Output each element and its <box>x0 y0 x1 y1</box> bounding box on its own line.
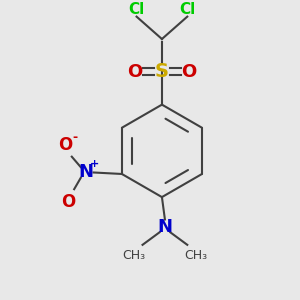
Text: -: - <box>72 131 77 144</box>
Text: N: N <box>158 218 172 236</box>
Text: +: + <box>90 159 99 169</box>
Text: Cl: Cl <box>128 2 145 17</box>
Text: Cl: Cl <box>179 2 195 17</box>
Text: CH₃: CH₃ <box>185 249 208 262</box>
Text: N: N <box>79 164 94 181</box>
Text: CH₃: CH₃ <box>122 249 145 262</box>
Text: O: O <box>61 193 75 211</box>
Text: O: O <box>128 63 143 81</box>
Text: S: S <box>155 62 169 81</box>
Text: O: O <box>58 136 72 154</box>
Text: O: O <box>181 63 196 81</box>
